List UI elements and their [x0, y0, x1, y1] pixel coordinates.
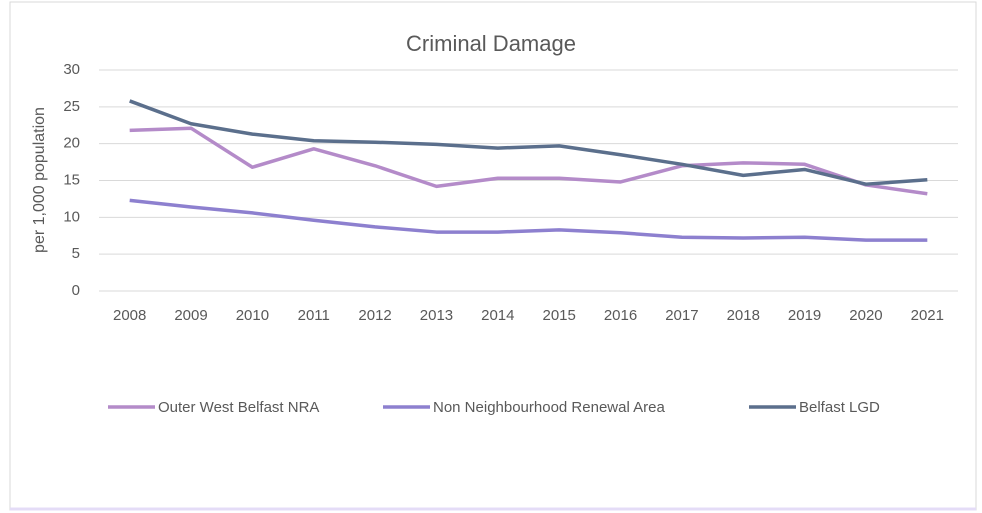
- x-tick-label: 2008: [113, 307, 146, 324]
- x-tick-label: 2020: [849, 307, 882, 324]
- x-tick-label: 2012: [358, 307, 391, 324]
- y-tick-label: 10: [63, 208, 80, 225]
- y-tick-label: 0: [72, 282, 80, 299]
- y-tick-label: 30: [63, 61, 80, 78]
- x-tick-label: 2013: [420, 307, 453, 324]
- x-tick-label: 2009: [174, 307, 207, 324]
- y-axis-label: per 1,000 population: [31, 107, 48, 253]
- y-tick-label: 15: [63, 171, 80, 188]
- x-tick-label: 2015: [542, 307, 575, 324]
- chart-border: [9, 1, 977, 511]
- x-tick-label: 2018: [727, 307, 760, 324]
- series-line: [129, 126, 928, 196]
- legend-label: Belfast LGD: [799, 399, 880, 416]
- x-tick-label: 2016: [604, 307, 637, 324]
- x-tick-label: 2017: [665, 307, 698, 324]
- y-tick-label: 25: [63, 98, 80, 115]
- series-line: [129, 99, 928, 186]
- x-tick-label: 2019: [788, 307, 821, 324]
- x-tick-label: 2014: [481, 307, 514, 324]
- chart-title: Criminal Damage: [406, 31, 576, 56]
- series-line: [129, 198, 928, 242]
- legend-label: Outer West Belfast NRA: [158, 399, 319, 416]
- y-tick-label: 20: [63, 135, 80, 152]
- x-tick-label: 2011: [298, 307, 330, 324]
- x-tick-label: 2010: [236, 307, 269, 324]
- y-tick-label: 5: [72, 245, 80, 262]
- legend-label: Non Neighbourhood Renewal Area: [433, 399, 665, 416]
- x-tick-label: 2021: [911, 307, 944, 324]
